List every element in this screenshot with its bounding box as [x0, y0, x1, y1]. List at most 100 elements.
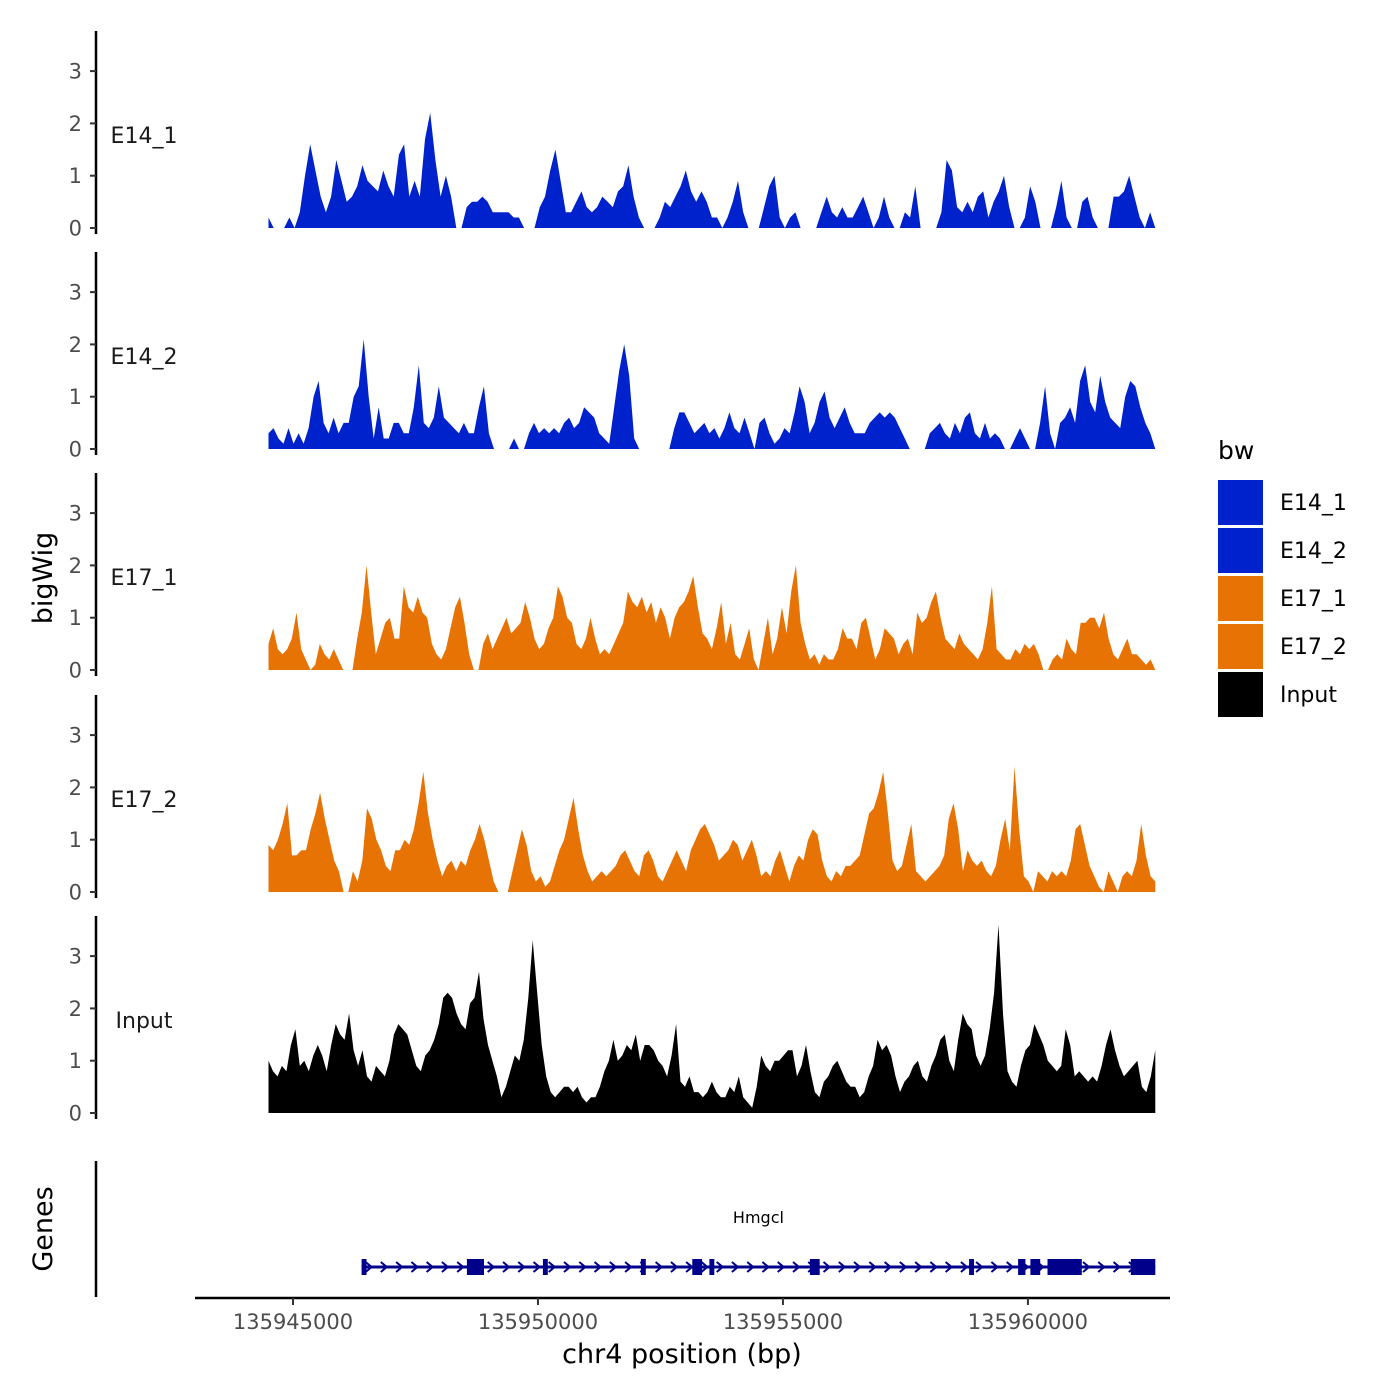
y-tick-label-e14-1-1: 1	[69, 164, 82, 188]
strand-arrow	[761, 1261, 770, 1273]
strand-arrow	[380, 1261, 389, 1273]
strand-arrow	[456, 1261, 465, 1273]
strand-arrow	[395, 1261, 404, 1273]
y-tick-label-e14-2-2: 2	[69, 333, 82, 357]
gene-exon-4	[640, 1259, 646, 1275]
legend-label-e17-1: E17_1	[1280, 587, 1347, 612]
strand-arrow	[777, 1261, 786, 1273]
legend-entries: E14_1 E14_2 E17_1 E17_2 Input	[1218, 480, 1347, 717]
strand-arrow	[487, 1261, 496, 1273]
x-tick-label-135945000: 135945000	[233, 1310, 353, 1334]
y-tick-label-e14-1-2: 2	[69, 112, 82, 136]
legend: bw E14_1 E14_2 E17_1 E17_2 Input	[1218, 436, 1347, 717]
legend-label-input: Input	[1280, 683, 1337, 708]
gene-exon-10	[1030, 1259, 1041, 1275]
x-axis-title: chr4 position (bp)	[562, 1339, 802, 1370]
strand-arrow	[792, 1261, 801, 1273]
legend-label-e17-2: E17_2	[1280, 635, 1347, 660]
strand-arrow	[609, 1261, 618, 1273]
strand-arrow	[441, 1261, 450, 1273]
strand-arrow	[502, 1261, 511, 1273]
gene-exon-11	[1047, 1259, 1082, 1275]
x-tick-label-135955000: 135955000	[723, 1310, 843, 1334]
y-tick-label-e17-2-3: 3	[69, 724, 82, 748]
strand-arrow	[425, 1261, 435, 1273]
y-tick-label-e17-1-3: 3	[69, 502, 82, 526]
strand-arrow	[914, 1261, 923, 1273]
gene-model: Hmgcl	[361, 1208, 1156, 1275]
strand-arrow	[1097, 1261, 1106, 1273]
track-label-e17-1: E17_1	[111, 566, 178, 591]
strand-arrow	[899, 1261, 908, 1273]
strand-arrow	[670, 1261, 679, 1273]
y-tick-label-e14-1-3: 3	[69, 60, 82, 84]
legend-entry-e17-2: E17_2	[1218, 624, 1347, 669]
strand-arrow	[746, 1261, 755, 1273]
y-tick-label-input-1: 1	[69, 1049, 82, 1073]
strand-arrow	[410, 1261, 419, 1273]
legend-swatch-e14-2	[1218, 528, 1263, 573]
strand-arrow	[624, 1261, 633, 1273]
strand-arrow	[975, 1261, 984, 1273]
strand-arrow	[929, 1261, 938, 1273]
y-tick-label-e14-1-0: 0	[69, 217, 82, 241]
strand-arrow	[593, 1261, 603, 1273]
strand-arrow	[654, 1261, 664, 1273]
y-tick-label-input-2: 2	[69, 997, 82, 1021]
track-input: 0 1 2 3 Input	[69, 916, 1156, 1126]
strand-arrow	[517, 1261, 526, 1273]
legend-entry-e14-2: E14_2	[1218, 528, 1347, 573]
strand-arrow	[822, 1261, 832, 1273]
strand-arrow	[731, 1261, 740, 1273]
y-tick-label-e17-2-1: 1	[69, 828, 82, 852]
x-tick-label-135950000: 135950000	[478, 1310, 598, 1334]
strand-arrow	[1112, 1261, 1122, 1273]
strand-arrow	[532, 1261, 542, 1273]
track-e14-1: 0 1 2 3 E14_1	[69, 31, 1156, 241]
legend-swatch-e14-1	[1218, 480, 1263, 525]
gene-exon-3	[542, 1259, 548, 1275]
legend-entry-e14-1: E14_1	[1218, 480, 1347, 525]
legend-swatch-input	[1218, 672, 1263, 717]
gene-exon-6	[709, 1259, 715, 1275]
gene-name-label: Hmgcl	[733, 1208, 784, 1227]
track-label-e14-2: E14_2	[111, 345, 178, 370]
strand-arrow	[578, 1261, 587, 1273]
y-tick-label-e17-2-2: 2	[69, 776, 82, 800]
strand-arrow	[548, 1261, 557, 1273]
strand-arrow	[868, 1261, 877, 1273]
strand-arrow	[700, 1261, 709, 1273]
track-label-e14-1: E14_1	[111, 124, 178, 149]
strand-arrow	[960, 1261, 969, 1273]
y-tick-label-e14-2-1: 1	[69, 385, 82, 409]
strand-arrow	[944, 1261, 954, 1273]
strand-arrow	[853, 1261, 862, 1273]
strand-arrow	[1006, 1261, 1015, 1273]
y-tick-label-e17-2-0: 0	[69, 881, 82, 905]
y-tick-label-input-3: 3	[69, 945, 82, 969]
genes-axis-title: Genes	[28, 1186, 59, 1271]
y-tick-label-e17-1-0: 0	[69, 659, 82, 683]
y-tick-label-e14-2-0: 0	[69, 438, 82, 462]
legend-label-e14-2: E14_2	[1280, 539, 1347, 564]
coverage-area-e14-1	[268, 112, 1156, 228]
track-label-e17-2: E17_2	[111, 788, 178, 813]
legend-swatch-e17-2	[1218, 624, 1263, 669]
legend-title: bw	[1218, 436, 1254, 465]
x-axis: 135945000 135950000 135955000 135960000 chr…	[195, 1296, 1170, 1370]
y-axis-title: bigWig	[28, 532, 59, 625]
track-e14-2: 0 1 2 3 E14_2	[69, 252, 1156, 462]
y-tick-label-e17-1-1: 1	[69, 606, 82, 630]
bigwig-tracks: 0 1 2 3 E14_1 0 1 2 3 E14_2 0 1 2 3 E17_1 0 1 2 3 E17_2 0 1 2 3…	[69, 31, 1156, 1126]
x-ticks: 135945000 135950000 135955000 135960000	[233, 1298, 1088, 1334]
track-e17-1: 0 1 2 3 E17_1	[69, 473, 1156, 683]
y-tick-label-e14-2-3: 3	[69, 281, 82, 305]
gene-exon-12	[1130, 1259, 1156, 1275]
gene-exon-8	[969, 1259, 974, 1275]
strand-arrow	[563, 1261, 572, 1273]
strand-arrow	[364, 1261, 374, 1273]
legend-label-e14-1: E14_1	[1280, 491, 1347, 516]
gene-exon-2	[466, 1259, 484, 1275]
strand-arrow	[685, 1261, 694, 1273]
